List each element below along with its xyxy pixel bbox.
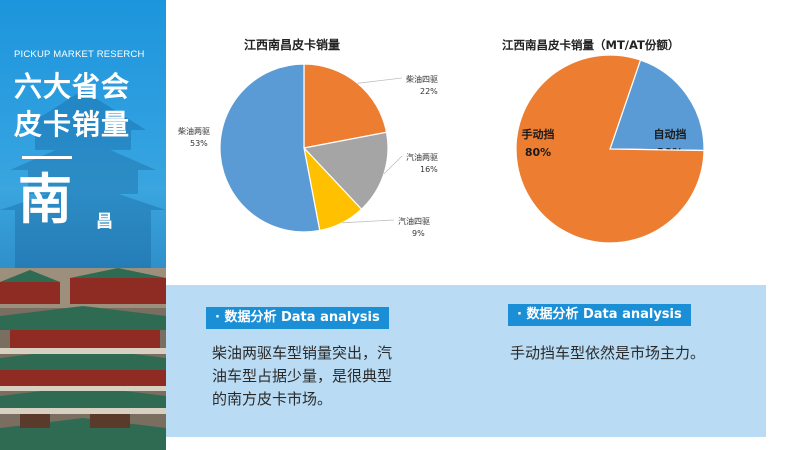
page-title-line2: 皮卡销量 — [14, 108, 131, 141]
pie1-leader-line — [357, 77, 403, 84]
pie2-slice-0 — [609, 59, 705, 152]
city-name-small: 昌 — [96, 212, 113, 232]
pie1-value-label: 16% — [420, 165, 438, 174]
pavilion-silhouette-image — [0, 90, 166, 270]
pie1-category-label: 柴油两驱 — [178, 126, 210, 136]
pie1-value-label: 9% — [412, 229, 425, 238]
pie1-value-label: 22% — [420, 87, 438, 96]
title-divider — [22, 156, 72, 159]
pie2-category-label: 自动挡 — [654, 127, 687, 141]
analysis-text-right: 手动挡车型依然是市场主力。 — [510, 344, 706, 362]
page-title-line1: 六大省会 — [14, 70, 131, 103]
pie1-category-label: 汽油四驱 — [398, 216, 430, 226]
analysis-tag-right: · 数据分析 Data analysis — [508, 304, 691, 326]
pie1-leader-line — [342, 219, 395, 224]
chart2-title: 江西南昌皮卡销量（MT/AT份额） — [502, 38, 680, 52]
city-name-large: 南 — [18, 168, 72, 231]
pie2-category-label: 手动挡 — [522, 127, 555, 141]
analysis-text-left: 柴油两驱车型销量突出，汽油车型占据少量，是很典型的南方皮卡市场。 — [212, 344, 393, 408]
left-banner — [0, 0, 166, 450]
chart1-title: 江西南昌皮卡销量 — [244, 38, 341, 52]
pie1-category-label: 汽油两驱 — [406, 152, 438, 162]
pie2-slice-1 — [515, 54, 705, 244]
pie1-category-label: 柴油四驱 — [406, 74, 438, 84]
pie2-value-label: 80% — [525, 146, 551, 159]
pie1-leader-line — [383, 155, 403, 175]
pie1-slice-3 — [219, 63, 321, 233]
analysis-tag-left: · 数据分析 Data analysis — [206, 307, 389, 329]
tengwang-pavilion-photo — [0, 268, 166, 450]
pie1-value-label: 53% — [190, 139, 208, 148]
fuel-drive-pie-chart: 柴油四驱 22% 汽油两驱 16% 汽油四驱 9% 柴油两驱 53% — [178, 63, 438, 238]
banner-sky — [0, 0, 166, 270]
subtitle-en: PICKUP MARKET RESERCH — [14, 49, 145, 60]
